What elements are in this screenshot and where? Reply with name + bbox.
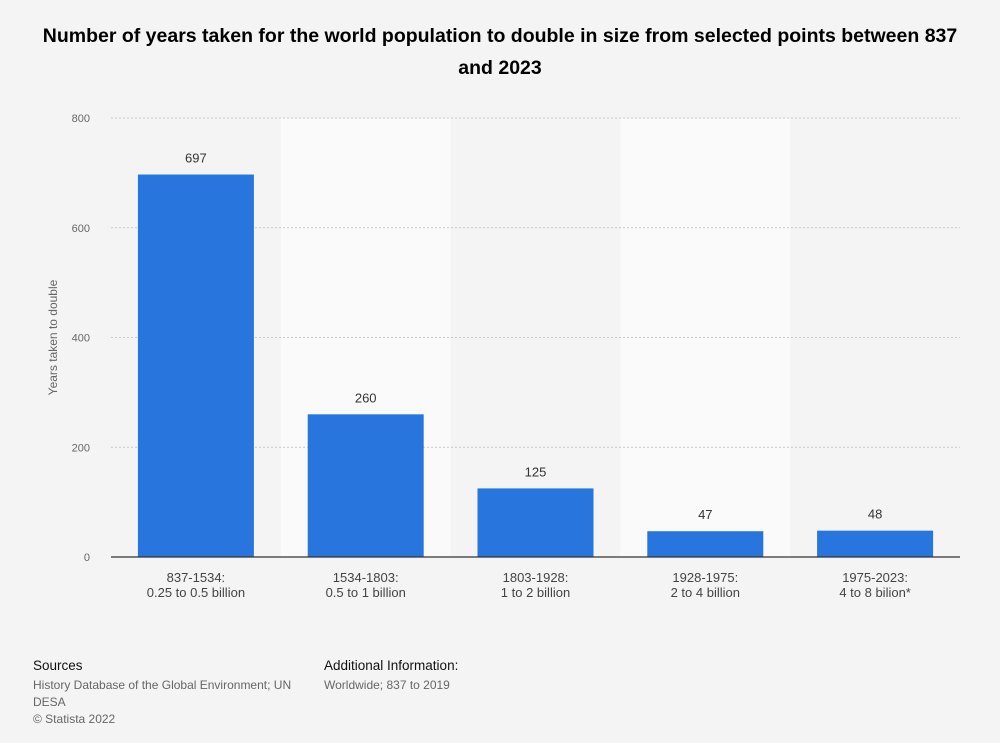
chart-title: Number of years taken for the world popu… xyxy=(42,25,958,79)
sources-label: Sources xyxy=(33,658,83,673)
x-tick-label: 1975-2023: xyxy=(842,570,908,585)
x-tick-label: 4 to 8 bilion* xyxy=(839,585,911,600)
x-tick-label: 2 to 4 billion xyxy=(671,585,740,600)
y-axis-title: Years taken to double xyxy=(46,279,60,395)
additional-info-text: Worldwide; 837 to 2019 xyxy=(324,678,450,692)
bar-value-label: 47 xyxy=(698,507,712,522)
x-tick-label: 1928-1975: xyxy=(672,570,738,585)
x-tick-label: 837-1534: xyxy=(167,570,226,585)
bar xyxy=(137,174,254,558)
x-tick-label: 1 to 2 billion xyxy=(501,585,570,600)
bar-value-label: 697 xyxy=(185,151,207,166)
y-tick-label: 0 xyxy=(84,552,90,564)
bar-value-label: 125 xyxy=(525,464,547,479)
bar-chart: 0 200 400 600 800 Years taken to double 697 837… xyxy=(46,113,960,600)
y-tick-label: 400 xyxy=(72,333,90,345)
copyright-text: © Statista 2022 xyxy=(33,712,116,726)
y-tick-label: 200 xyxy=(72,442,90,454)
y-tick-label: 600 xyxy=(72,223,90,235)
x-tick-label: 0.5 to 1 billion xyxy=(326,585,406,600)
bar-value-label: 260 xyxy=(355,390,377,405)
bar xyxy=(307,414,424,557)
bar-value-label: 48 xyxy=(868,507,882,522)
bar xyxy=(647,531,764,557)
bar xyxy=(817,530,934,557)
x-tick-label: 0.25 to 0.5 billion xyxy=(147,585,245,600)
sources-block: Sources History Database of the Global E… xyxy=(33,658,308,728)
additional-info-block: Additional Information: Worldwide; 837 t… xyxy=(324,658,624,694)
additional-info-label: Additional Information: xyxy=(324,658,459,673)
bar xyxy=(477,488,594,557)
x-tick-label: 1534-1803: xyxy=(333,570,399,585)
y-tick-label: 800 xyxy=(72,113,90,125)
x-tick-label: 1803-1928: xyxy=(503,570,569,585)
sources-text: History Database of the Global Environme… xyxy=(33,678,292,709)
